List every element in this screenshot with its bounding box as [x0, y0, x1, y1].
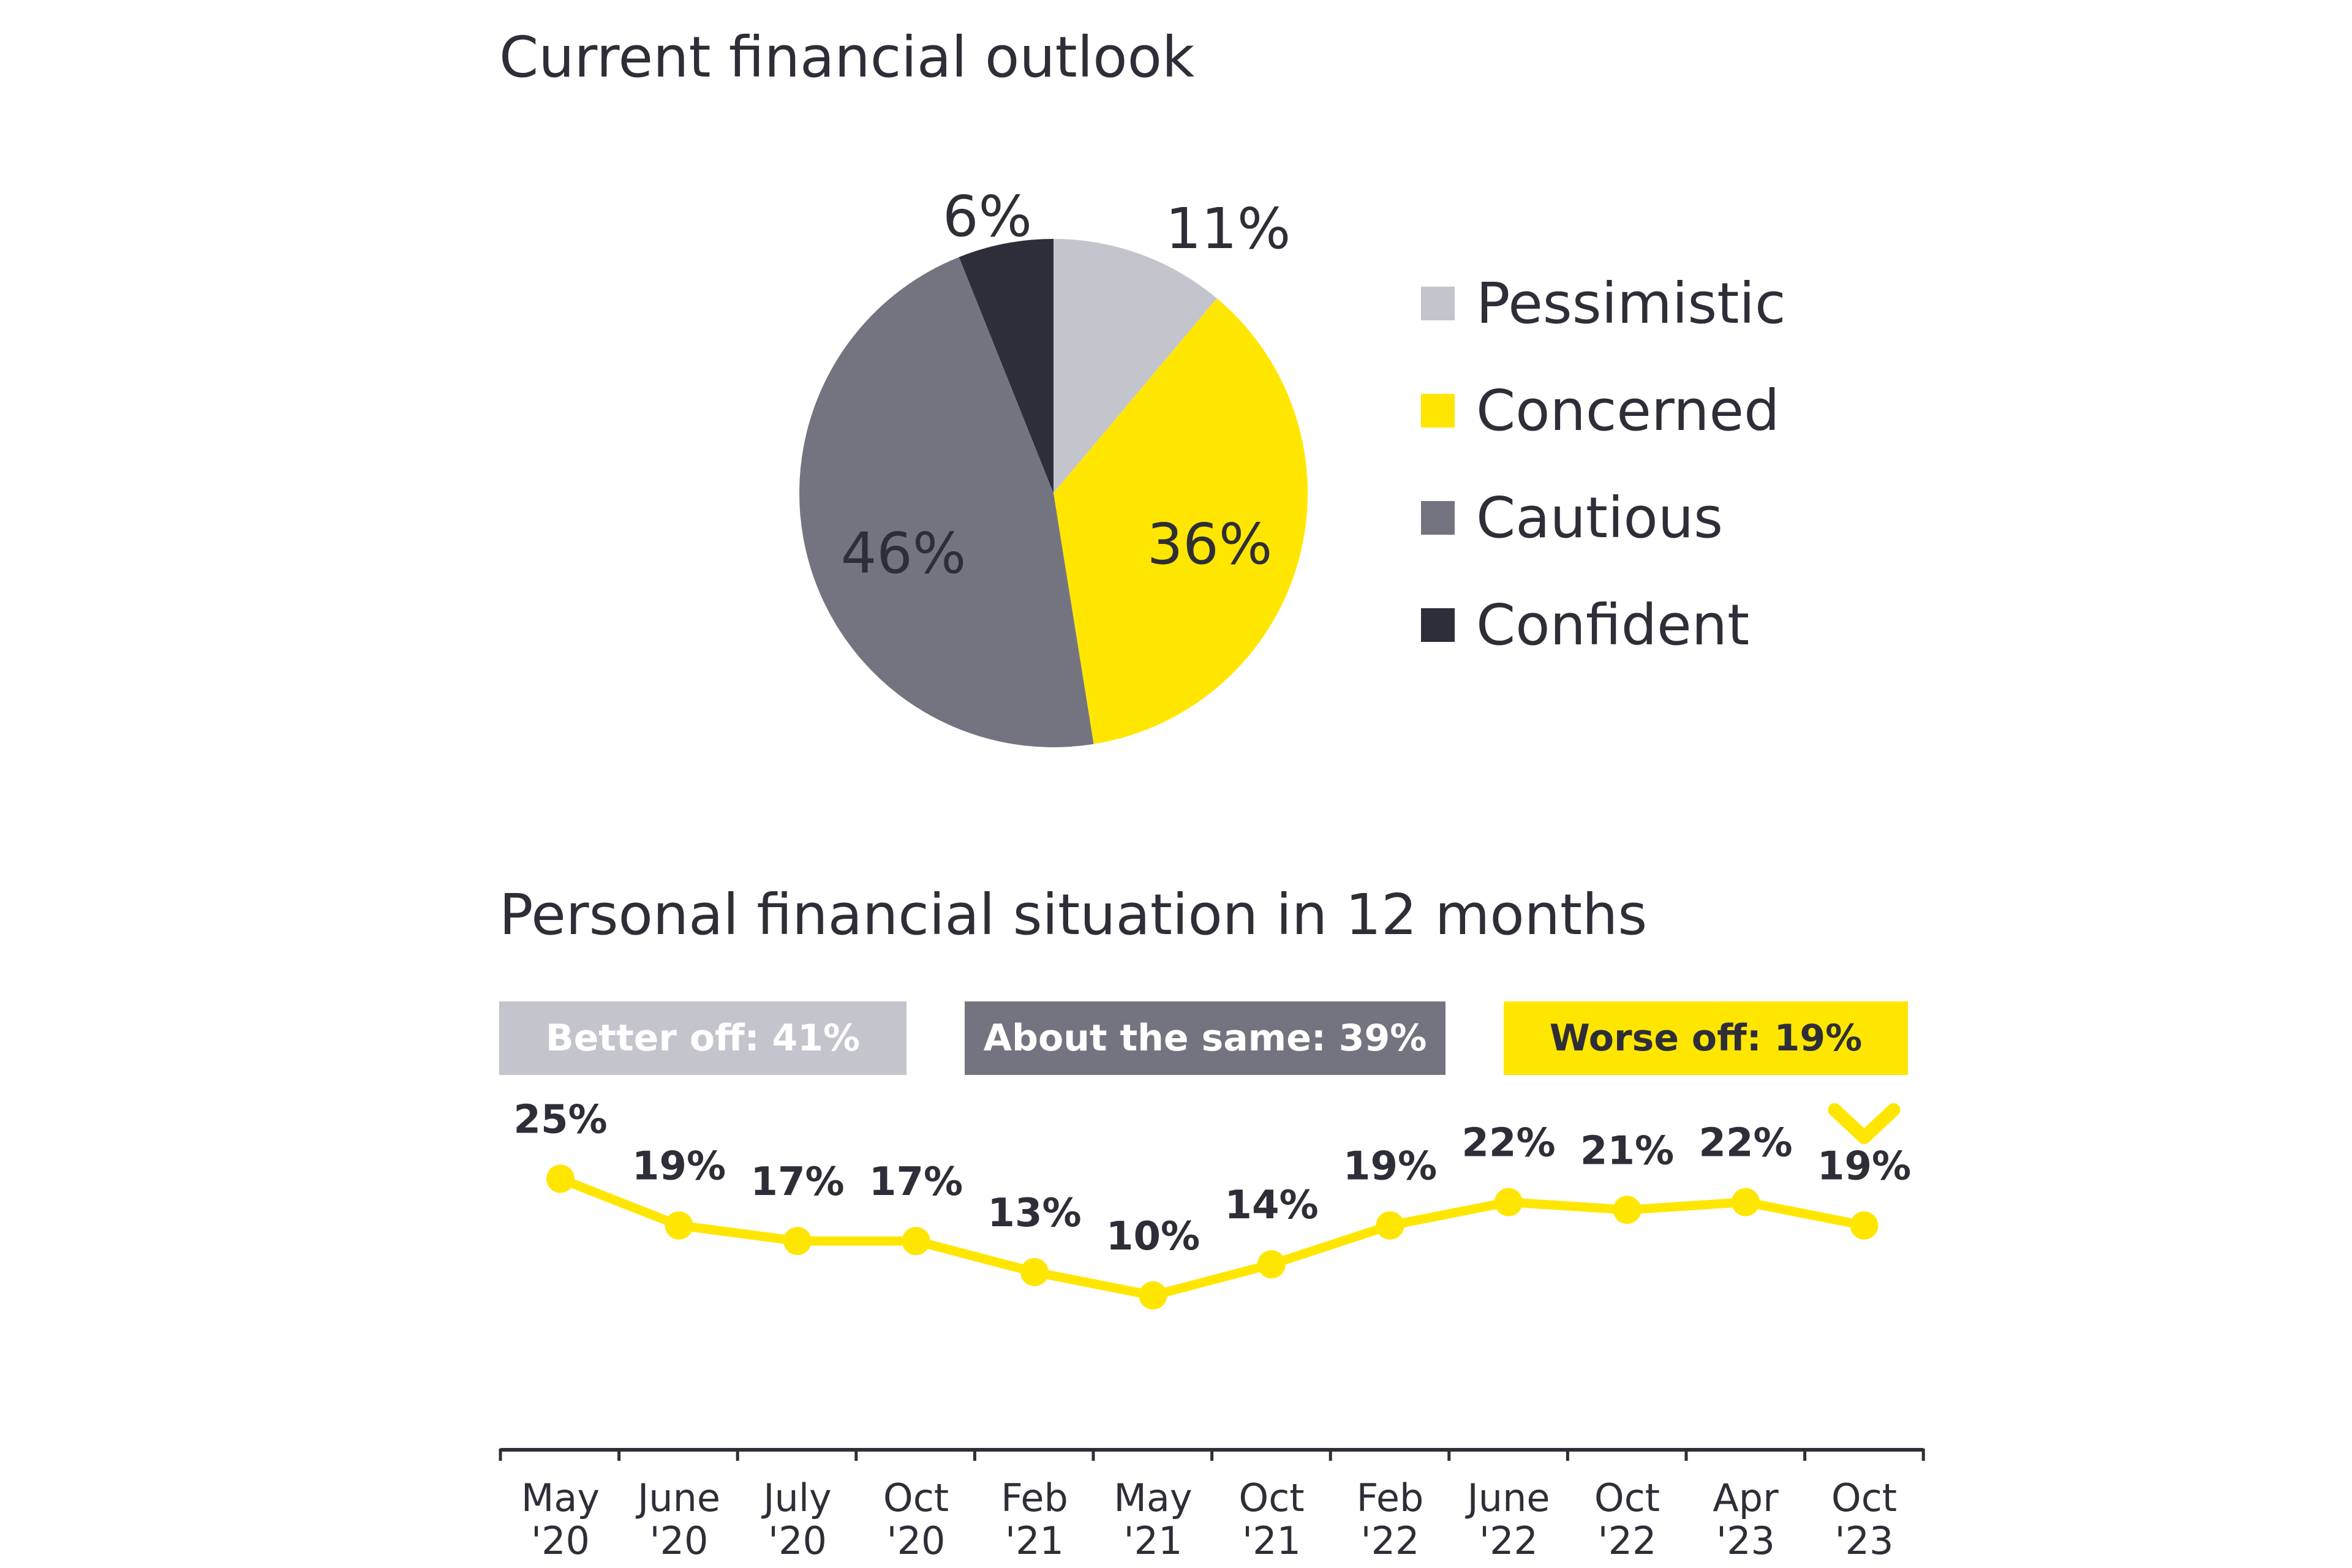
pie-data-label-confident: 6% [943, 184, 1032, 249]
data-point [1020, 1257, 1049, 1286]
x-tick-label-month: Oct [1238, 1476, 1304, 1520]
x-tick-label-year: '20 [531, 1518, 590, 1563]
x-tick-label-month: June [635, 1476, 720, 1520]
x-tick-label-year: '20 [650, 1518, 709, 1563]
data-label: 10% [1106, 1214, 1200, 1259]
x-tick-label-year: '22 [1598, 1518, 1657, 1563]
data-point [783, 1227, 812, 1256]
x-tick-label-month: Feb [1357, 1476, 1424, 1520]
x-tick-label-year: '21 [1242, 1518, 1301, 1563]
x-tick-label-month: June [1464, 1476, 1550, 1520]
line-chart-title: Personal financial situation in 12 month… [499, 882, 1648, 948]
x-tick-label-year: '20 [887, 1518, 946, 1563]
data-point [1613, 1196, 1642, 1224]
data-point [902, 1227, 930, 1256]
x-tick-label-month: July [761, 1476, 832, 1520]
data-point [1494, 1188, 1523, 1216]
legend-swatch-cautious [1421, 500, 1455, 535]
better-off-tag: Better off: 41% [499, 1001, 907, 1075]
data-point [1139, 1281, 1167, 1310]
legend-label-concerned: Concerned [1476, 377, 1780, 443]
legend-swatch-confident [1421, 608, 1455, 642]
legend-label-pessimistic: Pessimistic [1476, 270, 1786, 336]
legend-item-pessimistic: Pessimistic [1421, 266, 1786, 340]
x-tick-label-month: May [1114, 1476, 1192, 1520]
pie-chart-title: Current financial outlook [499, 24, 1195, 90]
data-label: 19% [1343, 1144, 1437, 1189]
legend-item-cautious: Cautious [1421, 481, 1723, 554]
x-tick-label-month: Apr [1713, 1476, 1779, 1520]
data-point [665, 1211, 693, 1240]
data-label: 19% [1817, 1144, 1911, 1189]
legend-swatch-concerned [1421, 393, 1455, 428]
chevron-down-icon [1828, 1103, 1901, 1144]
pie-data-label-concerned: 36% [1147, 511, 1272, 577]
data-point [1257, 1250, 1286, 1279]
data-label: 14% [1224, 1183, 1318, 1228]
x-tick-label-year: '22 [1479, 1518, 1538, 1563]
x-tick-label-month: Oct [883, 1476, 949, 1520]
data-point [1376, 1211, 1404, 1240]
pie-slice-pessimistic [1054, 239, 1217, 493]
x-tick-label-year: '21 [1124, 1518, 1183, 1563]
data-point [1732, 1188, 1760, 1216]
x-tick-label-month: May [521, 1476, 600, 1520]
legend-item-confident: Confident [1421, 588, 1749, 662]
data-label: 17% [750, 1159, 844, 1205]
legend-item-concerned: Concerned [1421, 374, 1780, 447]
about-the-same-tag: About the same: 39% [965, 1001, 1446, 1075]
pie-slice-cautious [799, 257, 1094, 747]
data-label: 13% [987, 1191, 1081, 1236]
data-label: 22% [1698, 1121, 1792, 1166]
worse-off-tag: Worse off: 19% [1504, 1001, 1908, 1075]
legend-label-confident: Confident [1476, 592, 1750, 658]
legend-label-cautious: Cautious [1476, 484, 1724, 551]
x-tick-label-year: '20 [768, 1518, 827, 1563]
data-point [1850, 1211, 1879, 1240]
x-tick-label-year: '21 [1005, 1518, 1064, 1563]
pie-data-label-pessimistic: 11% [1166, 196, 1291, 262]
data-label: 17% [869, 1159, 963, 1205]
pie-slice-confident [959, 239, 1054, 493]
pie-slice-concerned [1054, 298, 1308, 744]
x-tick-label-year: '22 [1361, 1518, 1420, 1563]
legend-swatch-pessimistic [1421, 286, 1455, 320]
x-tick-label-month: Oct [1831, 1476, 1897, 1520]
x-tick-label-month: Oct [1594, 1476, 1660, 1520]
data-label: 22% [1461, 1121, 1555, 1166]
x-tick-label-month: Feb [1001, 1476, 1068, 1520]
pie-data-label-cautious: 46% [841, 521, 966, 586]
data-label: 25% [513, 1098, 607, 1143]
data-label: 21% [1580, 1128, 1674, 1174]
pie-chart: 11% 36% 46% 6% [799, 184, 1308, 747]
data-point [546, 1164, 575, 1193]
data-label: 19% [632, 1144, 726, 1189]
x-tick-label-year: '23 [1716, 1518, 1775, 1563]
x-tick-label-year: '23 [1835, 1518, 1894, 1563]
series-line-worse-off [559, 1174, 1865, 1300]
